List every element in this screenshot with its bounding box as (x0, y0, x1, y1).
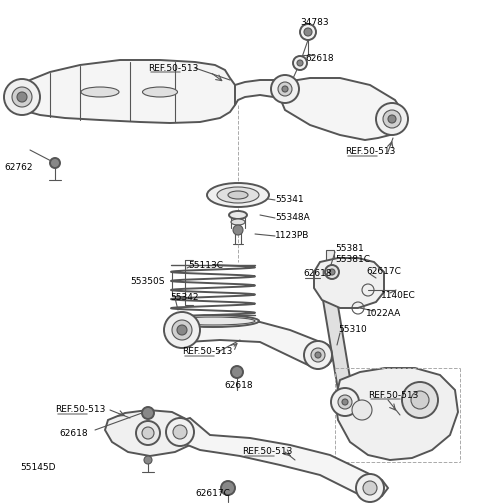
Circle shape (173, 425, 187, 439)
Polygon shape (335, 368, 458, 460)
Polygon shape (235, 80, 295, 105)
Circle shape (231, 366, 243, 378)
Text: 55145D: 55145D (20, 463, 56, 472)
Circle shape (4, 79, 40, 115)
Text: REF.50-513: REF.50-513 (55, 405, 106, 414)
Circle shape (177, 325, 187, 335)
Text: 62618: 62618 (303, 270, 332, 279)
Ellipse shape (217, 187, 259, 203)
Text: 1022AA: 1022AA (366, 308, 401, 317)
Text: 1140EC: 1140EC (381, 291, 416, 299)
Text: REF.50-513: REF.50-513 (182, 348, 232, 357)
Circle shape (383, 110, 401, 128)
Circle shape (352, 400, 372, 420)
Text: 34783: 34783 (300, 18, 329, 27)
Text: 55310: 55310 (338, 325, 367, 334)
Circle shape (338, 395, 352, 409)
Circle shape (402, 382, 438, 418)
Text: REF.50-513: REF.50-513 (368, 390, 419, 399)
Text: REF.50-513: REF.50-513 (148, 63, 198, 72)
Circle shape (376, 103, 408, 135)
Circle shape (331, 388, 359, 416)
Circle shape (300, 24, 316, 40)
Circle shape (221, 481, 235, 495)
Text: 62617C: 62617C (195, 488, 230, 497)
Circle shape (356, 474, 384, 502)
Circle shape (325, 265, 339, 279)
Text: 55381C: 55381C (335, 256, 370, 265)
Ellipse shape (81, 87, 119, 97)
Circle shape (166, 418, 194, 446)
Circle shape (136, 421, 160, 445)
Text: REF.50-513: REF.50-513 (242, 448, 292, 457)
Text: 62617C: 62617C (366, 268, 401, 277)
Text: 55350S: 55350S (130, 278, 165, 287)
Polygon shape (323, 300, 352, 390)
Text: 62618: 62618 (224, 380, 252, 389)
Circle shape (12, 87, 32, 107)
Circle shape (172, 320, 192, 340)
Circle shape (315, 352, 321, 358)
Text: 55381: 55381 (335, 243, 364, 253)
Circle shape (142, 427, 154, 439)
Ellipse shape (167, 315, 259, 327)
Circle shape (329, 269, 335, 275)
Text: REF.50-513: REF.50-513 (345, 147, 396, 156)
Circle shape (304, 341, 332, 369)
Circle shape (282, 86, 288, 92)
Circle shape (293, 56, 307, 70)
Circle shape (144, 456, 152, 464)
Ellipse shape (207, 183, 269, 207)
Polygon shape (105, 410, 195, 456)
Ellipse shape (229, 211, 247, 219)
Circle shape (271, 75, 299, 103)
Circle shape (17, 92, 27, 102)
Circle shape (342, 399, 348, 405)
Polygon shape (280, 78, 405, 140)
Ellipse shape (228, 191, 248, 199)
Text: 55348A: 55348A (275, 213, 310, 222)
Text: 62762: 62762 (4, 163, 33, 173)
Text: 55341: 55341 (275, 196, 304, 205)
Text: 55113C: 55113C (188, 261, 223, 270)
Polygon shape (170, 418, 388, 500)
Polygon shape (314, 258, 384, 308)
Ellipse shape (143, 87, 178, 97)
Polygon shape (326, 250, 334, 300)
Circle shape (304, 28, 312, 36)
Circle shape (297, 60, 303, 66)
Circle shape (363, 481, 377, 495)
Circle shape (142, 407, 154, 419)
Circle shape (411, 391, 429, 409)
Text: 55342: 55342 (170, 293, 199, 302)
Polygon shape (18, 60, 238, 123)
Ellipse shape (171, 317, 255, 325)
Circle shape (233, 225, 243, 235)
Text: 1123PB: 1123PB (275, 231, 310, 240)
Text: 62618: 62618 (305, 53, 334, 62)
Circle shape (50, 158, 60, 168)
Text: 62618: 62618 (59, 429, 88, 438)
Circle shape (311, 348, 325, 362)
Circle shape (278, 82, 292, 96)
Circle shape (388, 115, 396, 123)
Polygon shape (172, 316, 336, 369)
Circle shape (164, 312, 200, 348)
Ellipse shape (231, 219, 245, 225)
